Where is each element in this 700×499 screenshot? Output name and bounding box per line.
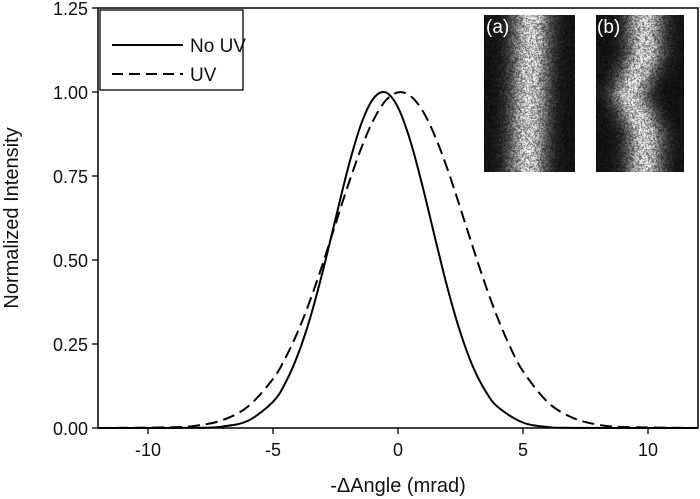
inset-label-a: (a)	[486, 17, 510, 38]
series-line-no-uv	[97, 90, 699, 429]
y-tick-label: 1.00	[53, 83, 88, 103]
x-tick-label: -5	[265, 440, 281, 460]
x-tick-label: 0	[393, 440, 403, 460]
x-tick-label: 10	[638, 440, 658, 460]
legend-label-uv: UV	[190, 65, 217, 86]
x-axis-label: -ΔAngle (mrad)	[330, 475, 466, 497]
x-tick-label: 5	[518, 440, 528, 460]
legend-label-no-uv: No UV	[190, 36, 246, 57]
y-tick-label: 0.50	[53, 251, 88, 271]
y-axis-label: Normalized Intensity	[1, 127, 23, 308]
y-tick-label: 0.75	[53, 167, 88, 187]
inset-image-a	[484, 15, 575, 172]
series-line-uv	[97, 91, 699, 429]
legend-box	[99, 9, 244, 91]
inset-label-b: (b)	[597, 17, 621, 38]
legend: No UV UV	[99, 9, 246, 91]
axes: -10 -5 0 5 10 0.00 0.25 0.50 0.75 1.00 1.25	[53, 0, 699, 460]
plot-area	[97, 90, 699, 429]
x-tick-label: -10	[135, 440, 161, 460]
y-tick-label: 0.00	[53, 419, 88, 439]
y-tick-label: 1.25	[53, 0, 88, 19]
y-tick-label: 0.25	[53, 335, 88, 355]
inset-image-b	[596, 15, 684, 172]
